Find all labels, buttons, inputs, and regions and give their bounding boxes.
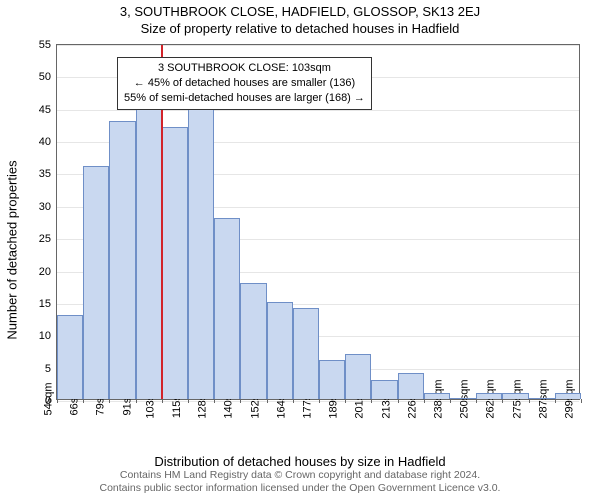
annotation-line: ← 45% of detached houses are smaller (13… bbox=[124, 76, 365, 91]
x-tick-label: 238sqm bbox=[426, 379, 444, 418]
histogram-bar bbox=[162, 127, 188, 399]
footer-attribution: Contains HM Land Registry data © Crown c… bbox=[0, 469, 600, 496]
x-tick-mark bbox=[162, 399, 163, 403]
annotation-line: 55% of semi-detached houses are larger (… bbox=[124, 91, 365, 106]
x-tick-label: 262sqm bbox=[479, 379, 497, 418]
x-tick-mark bbox=[267, 399, 268, 403]
x-tick-mark bbox=[398, 399, 399, 403]
x-tick-mark bbox=[345, 399, 346, 403]
histogram-bar bbox=[83, 166, 109, 399]
histogram-bar bbox=[398, 373, 424, 399]
x-tick-mark bbox=[293, 399, 294, 403]
y-tick-label: 30 bbox=[39, 201, 57, 213]
y-tick-label: 10 bbox=[39, 330, 57, 342]
y-tick-label: 45 bbox=[39, 104, 57, 116]
x-tick-mark bbox=[240, 399, 241, 403]
histogram-bar bbox=[450, 398, 476, 399]
histogram-bar bbox=[57, 315, 83, 399]
x-tick-mark bbox=[83, 399, 84, 403]
histogram-bar bbox=[188, 108, 214, 399]
x-axis-label: Distribution of detached houses by size … bbox=[0, 454, 600, 469]
y-tick-label: 5 bbox=[45, 363, 57, 375]
x-tick-mark bbox=[214, 399, 215, 403]
histogram-bar bbox=[267, 302, 293, 399]
histogram-bar bbox=[529, 398, 555, 399]
x-tick-mark bbox=[424, 399, 425, 403]
x-tick-mark bbox=[502, 399, 503, 403]
histogram-bar bbox=[424, 393, 450, 399]
x-tick-label: 250sqm bbox=[453, 379, 471, 418]
x-tick-mark bbox=[188, 399, 189, 403]
x-tick-mark bbox=[57, 399, 58, 403]
y-tick-label: 20 bbox=[39, 266, 57, 278]
x-tick-label: 54sqm bbox=[36, 382, 54, 415]
annotation-line: 3 SOUTHBROOK CLOSE: 103sqm bbox=[124, 61, 365, 76]
x-tick-mark bbox=[450, 399, 451, 403]
histogram-bar bbox=[293, 308, 319, 399]
histogram-bar bbox=[319, 360, 345, 399]
chart-title: 3, SOUTHBROOK CLOSE, HADFIELD, GLOSSOP, … bbox=[0, 0, 600, 19]
plot-area: 051015202530354045505554sqm66sqm79sqm91s… bbox=[56, 44, 580, 400]
histogram-bar bbox=[371, 380, 397, 399]
x-tick-mark bbox=[319, 399, 320, 403]
x-tick-mark bbox=[555, 399, 556, 403]
annotation-box: 3 SOUTHBROOK CLOSE: 103sqm← 45% of detac… bbox=[117, 57, 372, 110]
x-tick-mark bbox=[476, 399, 477, 403]
histogram-bar bbox=[345, 354, 371, 399]
x-tick-mark bbox=[581, 399, 582, 403]
histogram-bar bbox=[555, 393, 581, 399]
x-tick-mark bbox=[529, 399, 530, 403]
y-tick-label: 55 bbox=[39, 39, 57, 51]
histogram-bar bbox=[109, 121, 135, 399]
y-tick-label: 25 bbox=[39, 233, 57, 245]
x-tick-label: 275sqm bbox=[505, 379, 523, 418]
histogram-bar bbox=[136, 88, 162, 399]
x-tick-mark bbox=[109, 399, 110, 403]
x-tick-mark bbox=[371, 399, 372, 403]
histogram-bar bbox=[240, 283, 266, 400]
footer-line2: Contains public sector information licen… bbox=[0, 482, 600, 496]
footer-line1: Contains HM Land Registry data © Crown c… bbox=[0, 469, 600, 483]
x-tick-label: 287sqm bbox=[531, 379, 549, 418]
histogram-bar bbox=[502, 393, 528, 399]
y-tick-label: 35 bbox=[39, 168, 57, 180]
histogram-bar bbox=[476, 393, 502, 399]
histogram-bar bbox=[214, 218, 240, 399]
chart-container: 3, SOUTHBROOK CLOSE, HADFIELD, GLOSSOP, … bbox=[0, 0, 600, 500]
y-tick-label: 40 bbox=[39, 136, 57, 148]
y-axis-label: Number of detached properties bbox=[5, 160, 20, 339]
gridline bbox=[57, 45, 579, 46]
x-tick-label: 299sqm bbox=[557, 379, 575, 418]
y-tick-label: 15 bbox=[39, 298, 57, 310]
y-tick-label: 50 bbox=[39, 71, 57, 83]
x-tick-mark bbox=[136, 399, 137, 403]
chart-subtitle: Size of property relative to detached ho… bbox=[0, 19, 600, 36]
